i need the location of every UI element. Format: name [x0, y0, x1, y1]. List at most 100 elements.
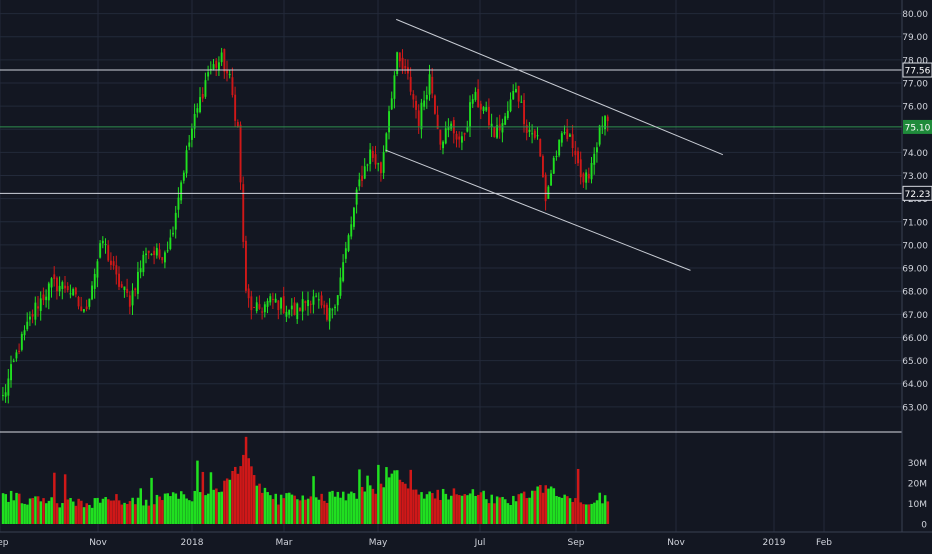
volume-bar — [539, 485, 542, 524]
volume-bar — [50, 497, 53, 524]
volume-bar — [549, 486, 553, 524]
volume-bar — [379, 483, 383, 524]
candle-body — [101, 240, 104, 244]
volume-bar — [558, 496, 561, 524]
candle-body — [47, 283, 50, 301]
price-label: 77.56 — [905, 67, 931, 77]
volume-bar — [498, 497, 502, 524]
volume-bar — [147, 505, 151, 524]
candle-body — [250, 296, 253, 311]
candle-body — [428, 74, 431, 95]
volume-bar — [606, 501, 610, 524]
volume-bar — [366, 475, 369, 524]
volume-bar — [512, 495, 515, 524]
candle-body — [344, 248, 347, 259]
volume-bar — [120, 504, 124, 524]
x-tick-label: Nov — [667, 538, 685, 548]
candle-body — [188, 142, 191, 147]
volume-bar — [369, 485, 372, 524]
candle-body — [423, 100, 426, 107]
y-tick-label: 63.00 — [902, 403, 928, 413]
volume-bar — [136, 497, 140, 524]
volume-bar — [331, 490, 334, 524]
candle-body — [96, 261, 99, 278]
volume-bar — [363, 491, 367, 524]
volume-bar — [544, 485, 547, 524]
candle-body — [58, 285, 61, 292]
volume-bar — [450, 495, 453, 524]
volume-bar — [61, 503, 64, 524]
volume-bar — [576, 468, 580, 524]
volume-bar — [269, 495, 272, 524]
volume-bar — [42, 498, 45, 524]
candle-body — [172, 232, 174, 235]
candle-body — [45, 296, 48, 301]
candle-body — [463, 133, 466, 135]
volume-bar — [396, 470, 399, 524]
volume-bar — [74, 505, 78, 524]
volume-bar — [493, 503, 496, 524]
volume-bar — [15, 492, 18, 524]
volume-bar — [250, 466, 253, 524]
candle-body — [93, 274, 96, 289]
volume-bar — [142, 505, 145, 524]
candle-body — [442, 141, 444, 149]
candle-body — [191, 128, 193, 140]
volume-bar — [547, 488, 550, 524]
volume-bar — [501, 496, 504, 524]
volume-bar — [471, 489, 475, 524]
volume-bar — [563, 494, 566, 524]
volume-bar — [409, 469, 412, 524]
volume-bar — [393, 470, 396, 524]
volume-bar — [263, 487, 267, 524]
volume-bar — [320, 493, 323, 524]
volume-bar — [528, 497, 531, 524]
candle-body — [207, 72, 210, 77]
volume-bar — [1, 493, 5, 524]
candle-body — [204, 80, 207, 97]
candle-body — [169, 237, 172, 249]
candle-body — [161, 257, 164, 261]
candle-body — [552, 157, 555, 174]
volume-bar — [93, 498, 97, 524]
volume-bar — [271, 498, 275, 524]
volume-bar — [522, 491, 526, 524]
candle-body — [239, 124, 242, 183]
candle-body — [488, 106, 490, 126]
x-tick-label: Feb — [816, 538, 832, 548]
y-tick-label: 73.00 — [902, 172, 928, 182]
volume-bar — [304, 499, 307, 524]
volume-bar — [134, 504, 137, 524]
candle-body — [417, 110, 420, 126]
volume-bar — [55, 503, 59, 524]
candle-body — [466, 126, 469, 132]
candle-body — [242, 184, 245, 242]
candle-body — [128, 295, 131, 307]
volume-bar — [236, 473, 240, 524]
candle-body — [606, 116, 609, 122]
volume-bar — [509, 504, 512, 524]
candle-body — [18, 350, 21, 353]
candle-body — [604, 116, 606, 130]
price-label: 72.23 — [905, 190, 931, 200]
volume-bar — [412, 489, 415, 524]
volume-bar — [290, 494, 294, 524]
candle-body — [550, 173, 552, 186]
volume-bar — [85, 503, 88, 524]
candle-body — [72, 289, 75, 296]
volume-bar — [117, 500, 121, 524]
candle-body — [215, 60, 218, 68]
volume-bar — [28, 498, 32, 524]
volume-bar — [153, 504, 156, 524]
volume-bar — [531, 490, 534, 524]
candle-body — [371, 150, 374, 158]
candle-body — [347, 235, 350, 251]
volume-bar — [242, 454, 245, 524]
volume-bar — [234, 466, 237, 524]
candle-body — [50, 278, 53, 288]
candle-body — [471, 99, 474, 104]
candle-body — [579, 159, 582, 178]
y-tick-label: 79.00 — [902, 33, 928, 43]
x-tick-label: Sep — [568, 538, 585, 548]
candle-body — [20, 333, 23, 350]
